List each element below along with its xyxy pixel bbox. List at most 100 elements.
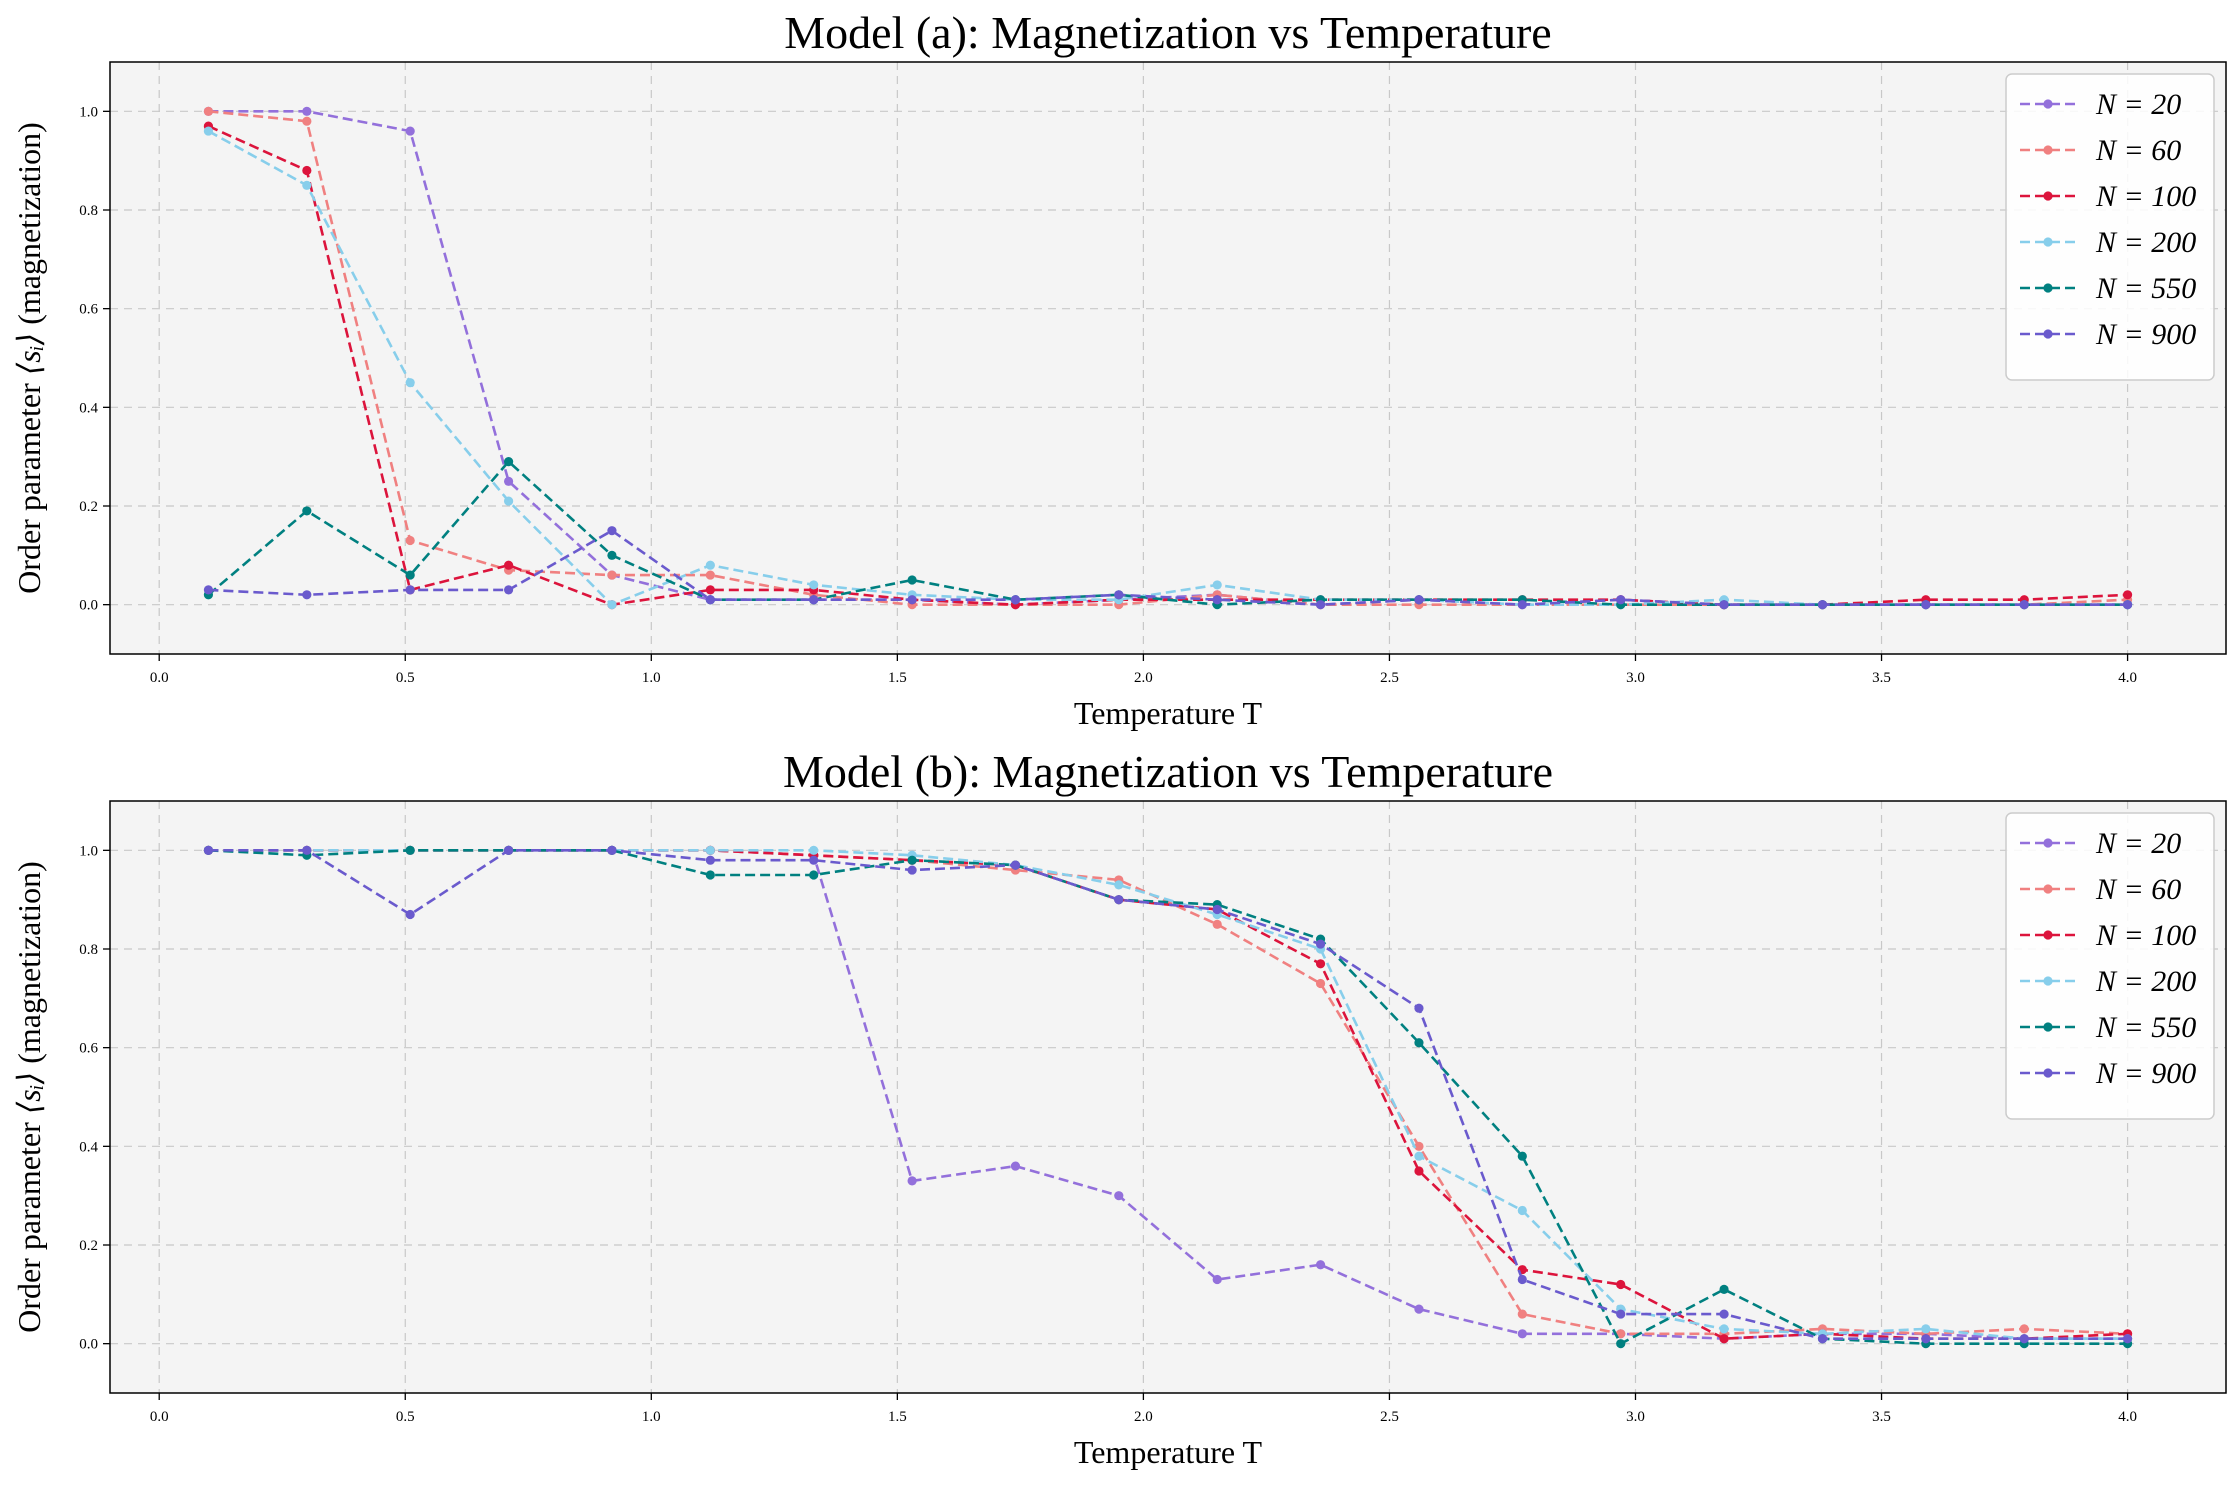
x-tick-label: 1.0 [642,670,661,686]
data-point [405,535,415,546]
legend-entry: N = 550 [2020,272,2196,305]
data-point [203,585,214,595]
data-point [405,845,415,855]
data-point [1315,978,1326,989]
x-tick-label: 3.0 [1626,670,1645,686]
data-point [907,595,917,605]
legend-label: N = 60 [2095,134,2181,167]
grid [110,62,2226,654]
x-tick-label: 1.0 [642,1409,661,1425]
data-point [1616,595,1626,605]
data-point [1212,904,1222,915]
data-point [503,476,514,486]
legend-marker [2043,884,2053,894]
legend-entry: N = 200 [2020,965,2196,998]
data-point [302,590,312,600]
data-point [1212,595,1222,605]
data-point [1212,1274,1222,1285]
legend-entry: N = 100 [2020,919,2196,952]
legend-marker [2043,930,2053,940]
legend-marker [2043,99,2053,109]
data-point [1414,1038,1424,1048]
data-point [302,165,312,176]
data-point [503,457,514,467]
data-point [1414,1151,1424,1161]
data-point [1315,959,1326,969]
legend-label: N = 200 [2095,965,2196,998]
x-tick-label: 2.5 [1380,670,1399,686]
x-tick-label: 3.0 [1626,1409,1645,1425]
legend: N = 20 N = 60 N = 100 N = 200 N = 550 N = 900 [2005,812,2215,1120]
legend-label: N = 20 [2095,88,2181,121]
legend-entry: N = 100 [2020,180,2196,213]
legend-entry: N = 200 [2020,226,2196,259]
data-point [1719,1334,1729,1344]
data-point [1114,880,1124,890]
data-point [1616,1309,1626,1319]
y-axis-label-math: ⟨sᵢ⟩ [11,333,47,375]
x-tick-label: 3.5 [1872,1409,1891,1425]
x-tick-label: 4.0 [2118,1409,2137,1425]
y-tick-label: 0.0 [79,1337,98,1353]
x-tick-label: 0.5 [396,1409,415,1425]
series-line [207,129,2128,607]
data-point [203,126,214,136]
y-axis-label-math: ⟨sᵢ⟩ [11,1072,47,1114]
y-axis-label-suffix: (magnetization) [11,122,47,333]
legend-label: N = 60 [2095,873,2181,906]
data-point [1114,895,1124,905]
legend-marker [2043,976,2053,986]
data-point [1414,1304,1424,1314]
x-tick-label: 3.5 [1872,670,1891,686]
x-tick-label: 4.0 [2118,670,2137,686]
axes-frame [109,800,2227,1394]
data-point [1719,600,1729,610]
data-point [607,526,617,536]
y-axis-label: Order parameter ⟨sᵢ⟩ (magnetization) [11,122,47,594]
legend-label: N = 200 [2095,226,2196,259]
series-line [208,529,2128,607]
data-point [2122,590,2133,600]
legend-marker [2043,191,2053,201]
data-point [1414,1166,1424,1176]
data-point [302,180,312,190]
x-tick-label: 2.5 [1380,1409,1399,1425]
data-point [203,845,214,855]
legend-label: N = 100 [2095,919,2196,952]
data-point [405,378,415,388]
data-point [1414,1003,1424,1013]
data-point [1114,1191,1124,1201]
axes-frame [109,61,2227,655]
y-tick-label: 0.0 [79,598,98,614]
data-point [2019,1324,2029,1334]
data-point [809,855,819,865]
data-point [1212,580,1222,590]
data-point [809,870,819,880]
data-point [907,855,917,865]
y-axis-label-suffix: (magnetization) [11,861,47,1072]
data-point [1921,1324,1931,1334]
data-point [907,865,917,875]
legend-marker [2043,329,2053,339]
data-point [405,570,415,580]
data-point [503,560,514,570]
series-n=900 [203,526,2133,610]
data-point [809,595,819,605]
data-point [503,496,514,506]
legend-entry: N = 550 [2020,1011,2196,1044]
data-point [302,506,312,516]
data-point [1315,1260,1326,1270]
data-point [302,845,312,855]
data-point [405,585,415,595]
y-axis-label-prefix: Order parameter [11,375,47,594]
data-point [607,570,617,580]
x-tick-label: 0.0 [150,670,169,686]
x-tick-label: 2.0 [1134,670,1153,686]
data-point [203,106,214,116]
legend-marker [2043,1068,2053,1078]
data-point [1517,1274,1527,1285]
data-point [809,580,819,590]
data-point [1616,1329,1626,1339]
data-point [1212,919,1222,929]
